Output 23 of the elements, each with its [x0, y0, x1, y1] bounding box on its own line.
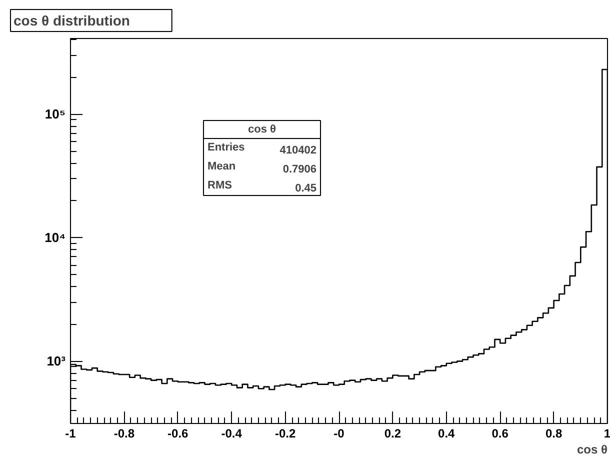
x-tick-label: 0.6 — [492, 426, 509, 440]
annotation: RMS — [208, 180, 232, 192]
x-tick-label: 0.8 — [545, 426, 562, 440]
x-axis-title: cos θ — [577, 442, 608, 456]
chart-title: cos θ distribution — [14, 12, 130, 28]
x-tick-label: -0.4 — [221, 426, 242, 440]
x-tick-label: 0.2 — [384, 426, 402, 440]
annotation: 410402 — [280, 144, 317, 156]
x-tick-label: -1 — [65, 426, 76, 440]
annotation: 0.7906 — [282, 164, 317, 176]
y-tick-label: 10³ — [46, 354, 66, 369]
x-tick-label: 0.4 — [438, 426, 456, 440]
x-tick-label: 1 — [604, 426, 610, 440]
annotation: Mean — [208, 160, 236, 172]
x-tick-label: -0 — [334, 426, 345, 440]
x-tick-label: -0.8 — [114, 426, 135, 440]
y-tick-label: 10⁴ — [44, 230, 66, 246]
x-tick-label: -0.2 — [274, 426, 296, 440]
annotation: cos θ — [248, 124, 276, 136]
x-tick-label: -0.6 — [168, 426, 189, 440]
annotation: Entries — [208, 142, 245, 154]
annotation: 0.45 — [295, 182, 317, 194]
y-tick-label: 10⁵ — [44, 106, 66, 122]
